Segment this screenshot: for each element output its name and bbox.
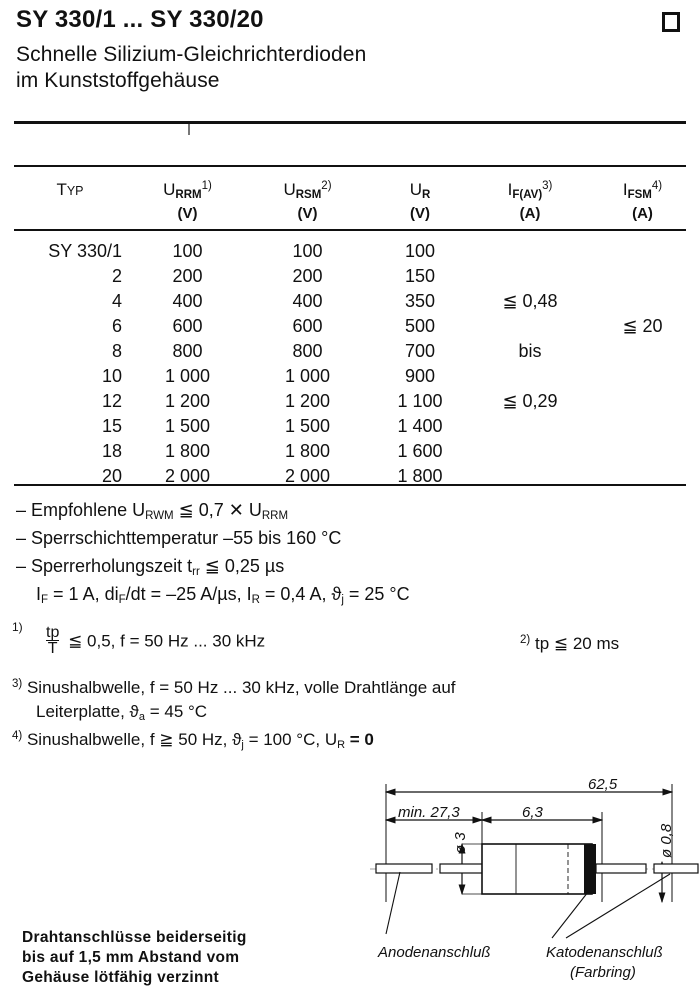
caption-line-2: bis auf 1,5 mm Abstand vom [22,949,240,966]
subtitle-line-2: im Kunststoffgehäuse [16,69,220,92]
footnote-4: 4) Sinushalbwelle, f ≧ 50 Hz, ϑj = 100 °… [12,730,374,751]
divider-table-bottom [14,484,686,486]
dimension-total-length: 62,5 [588,776,618,793]
cell-typ: SY 330/1 [48,241,122,261]
cell-typ: 6 [111,316,122,336]
column-header-typ: TYP [56,180,84,199]
package-drawing-svg [370,784,700,939]
page-title: SY 330/1 ... SY 330/20 [16,6,264,33]
duty-cycle-fraction: tp T [46,624,60,657]
dimension-lead-min: min. 27,3 [398,804,460,821]
label-cathode: Katodenanschluß [546,944,663,961]
cell-typ: 10 [101,366,122,386]
column-header-ifav: IF(AV)3) [507,180,553,201]
divider-table-top [14,165,686,167]
label-cathode-colour-ring: (Farbring) [570,964,636,981]
ifav-bis-label: bis [518,341,542,361]
cell-urrm: 400 [172,291,203,311]
divider-top [14,121,686,124]
caption-line-3: Gehäuse lötfähig verzinnt [22,969,219,986]
cell-ur: 700 [404,341,436,361]
divider-table-header [14,229,686,231]
cell-ur: 500 [404,316,436,336]
cell-ursm: 1 800 [284,441,331,461]
cell-ur: 100 [404,241,436,261]
ifav-lower-limit: ≦ 0,29 [502,391,558,411]
ifsm-limit: ≦ 20 [622,316,663,336]
cell-ursm: 100 [292,241,323,261]
cell-urrm: 1 000 [164,366,211,386]
cell-ursm: 2 000 [284,466,331,486]
label-anode: Anodenanschluß [378,944,491,961]
cell-ur: 1 400 [397,416,443,436]
footnote-2: 2) tp ≦ 20 ms [520,634,620,653]
ifav-upper-limit: ≦ 0,48 [502,291,558,311]
footnote-1: tp T ≦ 0,5, f = 50 Hz ... 30 kHz [46,624,266,657]
cell-ur: 1 100 [397,391,443,411]
cell-urrm: 200 [172,266,203,286]
footnote-3-continued: Leiterplatte, ϑa = 45 °C [36,702,208,723]
open-square-icon [662,12,680,32]
dimension-body-length: 6,3 [522,804,543,821]
cell-urrm: 800 [172,341,203,361]
cell-ur: 350 [404,291,436,311]
dimension-wire-diameter: ø 0,8 [658,823,675,858]
cell-typ: 20 [101,466,122,486]
cell-ursm: 600 [292,316,323,336]
note-test-conditions: IF = 1 A, diF/dt = –25 A/µs, IR = 0,4 A,… [36,584,410,606]
package-outline-drawing: 62,5 min. 27,3 6,3 ø 3 ø 0,8 Anodenansch… [370,762,700,990]
cell-typ: 18 [101,441,122,461]
column-unit-urrm: (V) [177,205,198,222]
cell-typ: 15 [101,416,122,436]
cell-typ: 8 [111,341,122,361]
column-unit-ursm: (V) [297,205,318,222]
cell-typ: 12 [101,391,122,411]
cell-urrm: 100 [172,241,203,261]
cell-urrm: 600 [172,316,203,336]
cell-ursm: 200 [292,266,323,286]
column-unit-ifav: (A) [519,205,541,222]
column-header-ur: UR [409,180,431,201]
cell-ursm: 800 [292,341,323,361]
note-reverse-recovery-time: – Sperrerholungszeit trr ≦ 0,25 µs [16,556,285,578]
page-subtitle: Schnelle Silizium-Gleichrichterdioden im… [16,42,366,94]
column-unit-ur: (V) [410,205,430,222]
cell-ursm: 1 500 [284,416,331,436]
footnote-1-marker: 1) [12,620,23,634]
footnote-3: 3) Sinushalbwelle, f = 50 Hz ... 30 kHz,… [12,678,456,697]
dimension-body-diameter: ø 3 [452,832,469,854]
cell-ur: 150 [404,266,436,286]
column-unit-ifsm: (A) [632,205,653,222]
subtitle-line-1: Schnelle Silizium-Gleichrichterdioden [16,43,367,66]
cell-urrm: 1 500 [164,416,211,436]
caption-line-1: Drahtanschlüsse beiderseitig [22,929,247,946]
cell-ur: 1 800 [397,466,443,486]
cell-ursm: 400 [292,291,323,311]
cell-urrm: 1 200 [164,391,211,411]
cell-urrm: 1 800 [164,441,211,461]
tick-mark [188,124,190,135]
cell-ur: 1 600 [397,441,443,461]
note-urwm: – Empfohlene URWM ≦ 0,7 ✕ URRM [16,500,289,522]
column-header-urrm: URRM1) [163,180,212,201]
cell-ursm: 1 000 [284,366,331,386]
column-header-ifsm: IFSM4) [622,180,663,201]
cell-typ: 2 [111,266,122,286]
lead-finish-caption: Drahtanschlüsse beiderseitig bis auf 1,5… [22,928,247,988]
cell-urrm: 2 000 [164,466,211,486]
cell-ur: 900 [404,366,436,386]
cell-typ: 4 [111,291,122,311]
note-junction-temperature: – Sperrschichttemperatur –55 bis 160 °C [16,528,342,548]
cell-ursm: 1 200 [284,391,331,411]
column-header-ursm: URSM2) [283,180,332,201]
